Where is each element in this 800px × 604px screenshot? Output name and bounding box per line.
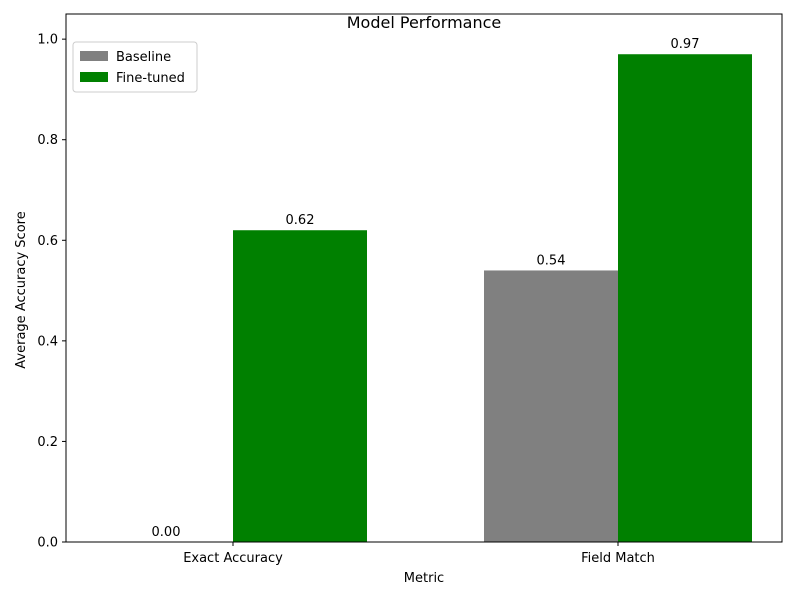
x-axis-label: Metric (404, 571, 444, 586)
x-axis: Exact Accuracy Field Match (183, 542, 655, 566)
legend-label: Baseline (116, 50, 171, 65)
x-tick-label: Exact Accuracy (183, 551, 283, 566)
plot-frame (65, 13, 783, 543)
y-axis: 0.0 0.2 0.4 0.6 0.8 1.0 (37, 33, 66, 551)
chart-title: Model Performance (347, 13, 502, 32)
bars-group (233, 54, 752, 542)
bar-fine-tuned-1 (618, 54, 752, 542)
data-label: 0.97 (671, 37, 700, 52)
bar-baseline-1 (484, 270, 618, 542)
data-labels-group: 0.00 0.54 0.62 0.97 (152, 37, 700, 540)
y-tick-label: 0.2 (37, 435, 58, 450)
y-tick-label: 0.8 (37, 133, 58, 148)
legend-swatch (80, 72, 108, 82)
x-tick-label: Field Match (581, 551, 655, 566)
y-tick-label: 0.4 (37, 334, 58, 349)
data-label: 0.62 (286, 213, 315, 228)
data-label: 0.00 (152, 525, 181, 540)
y-tick-label: 0.0 (37, 536, 58, 551)
y-tick-label: 0.6 (37, 234, 58, 249)
legend: Baseline Fine-tuned (72, 41, 198, 93)
legend-swatch (80, 51, 108, 61)
bar-fine-tuned-0 (233, 230, 367, 542)
y-axis-label: Average Accuracy Score (14, 211, 29, 368)
data-label: 0.54 (537, 253, 566, 268)
y-tick-label: 1.0 (37, 33, 58, 48)
legend-label: Fine-tuned (116, 71, 185, 86)
